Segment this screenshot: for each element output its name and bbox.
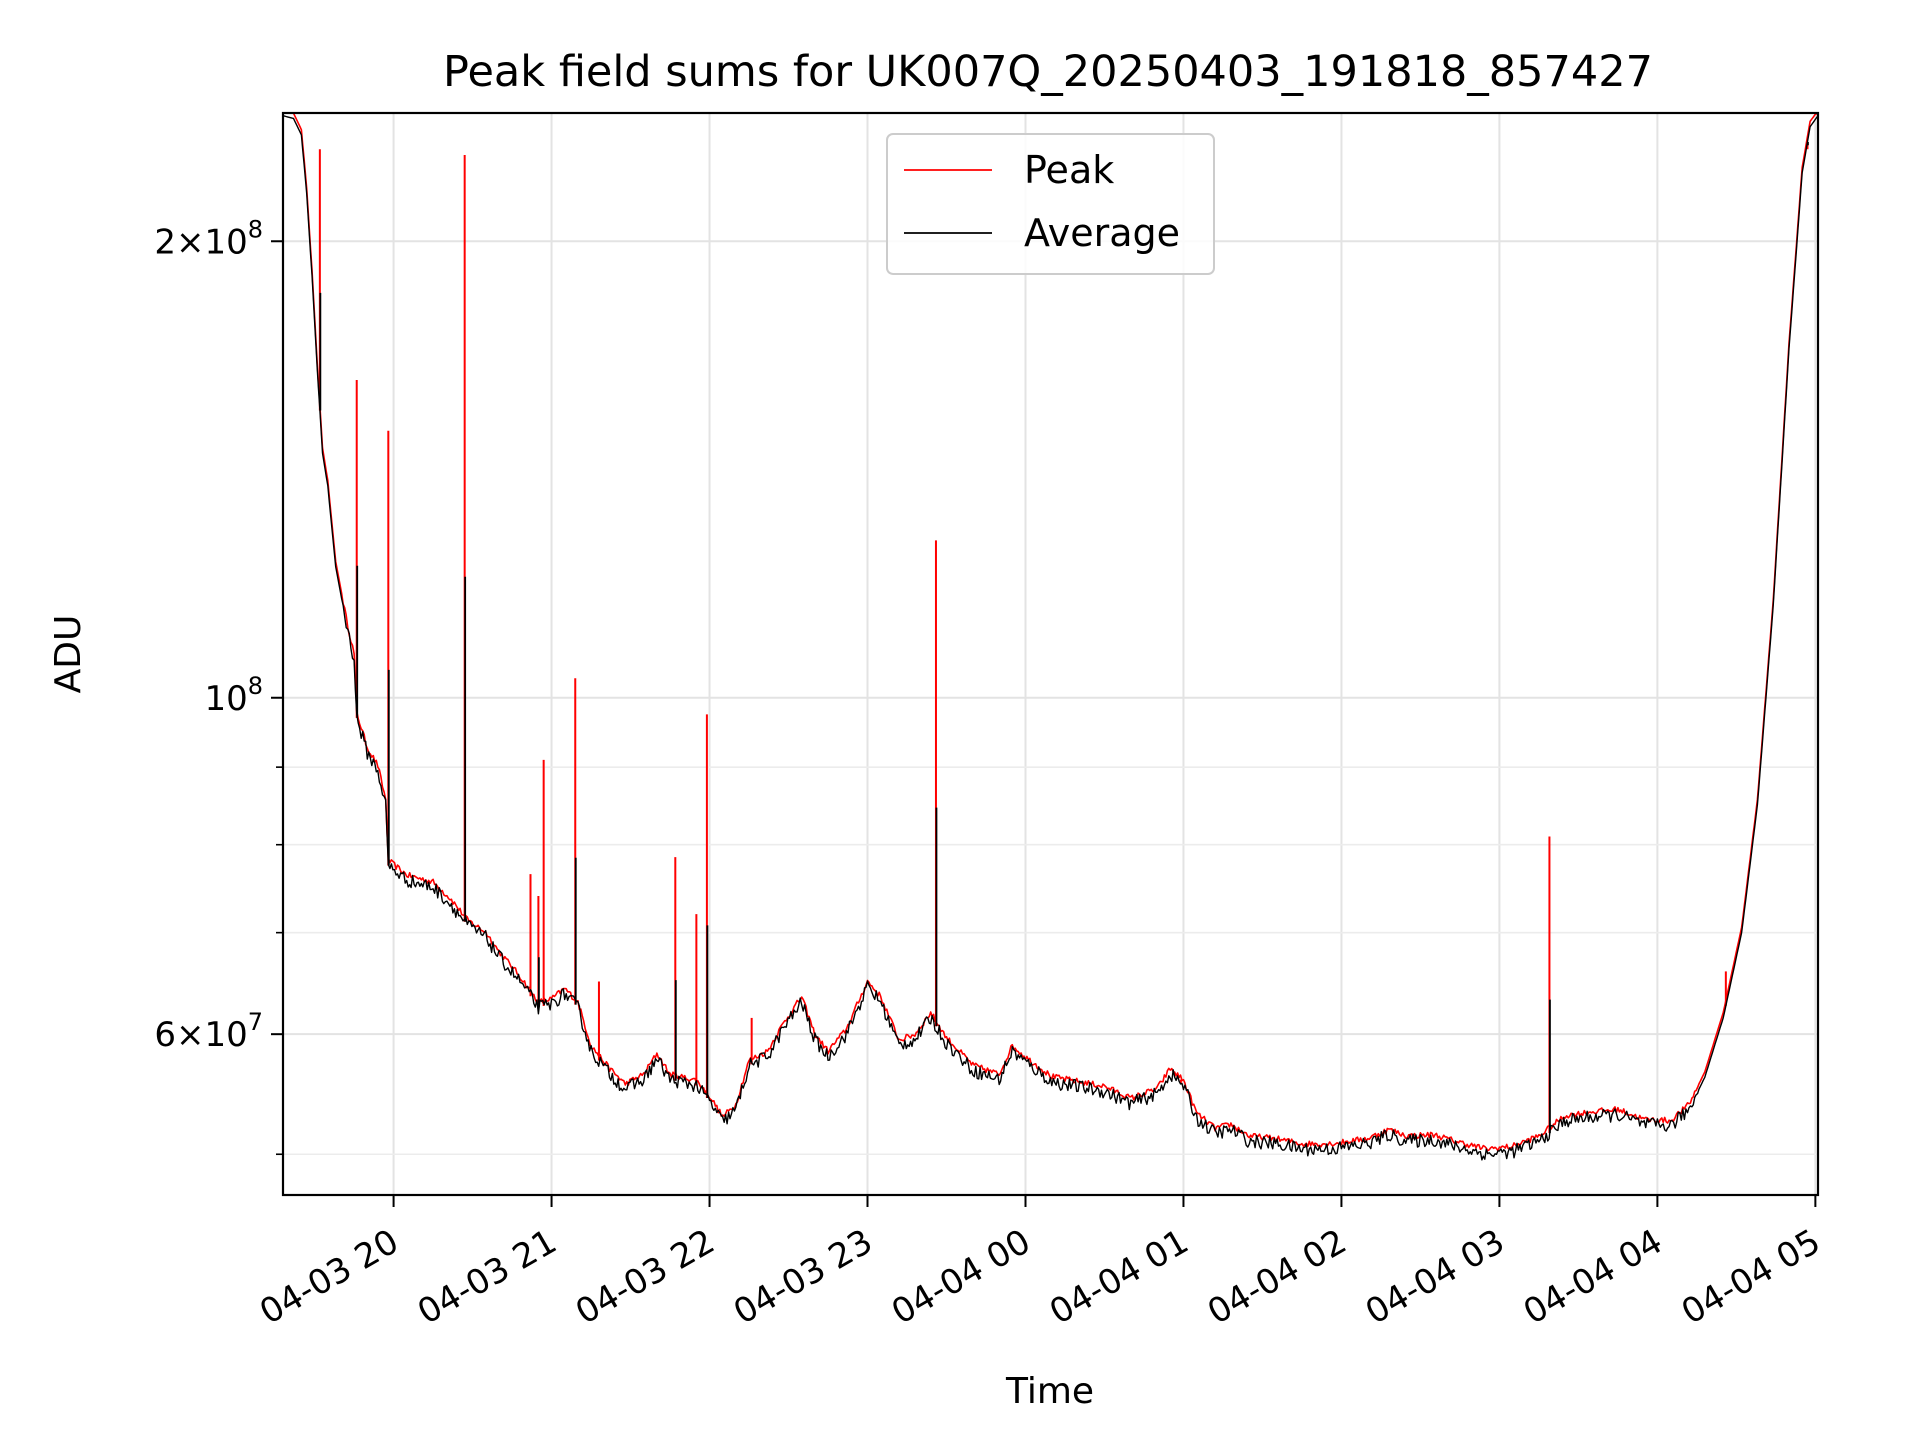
- series-average-line: [282, 115, 1819, 1161]
- y-tick-label: 6×107: [154, 1008, 263, 1055]
- series-layer: [282, 112, 1819, 1161]
- y-tick-label: 2×108: [154, 215, 263, 262]
- y-axis: 6×107 108 2×108: [154, 215, 283, 1156]
- y-axis-label: ADU: [48, 615, 89, 694]
- chart-title: Peak field sums for UK007Q_20250403_1918…: [443, 47, 1653, 97]
- legend-peak-label: Peak: [1024, 148, 1114, 192]
- plot-frame: [281, 111, 1820, 1197]
- legend-average-label: Average: [1024, 211, 1180, 255]
- legend: Peak Average: [886, 133, 1215, 275]
- legend-box: [886, 133, 1215, 275]
- grid: [283, 113, 1818, 1195]
- x-axis-label: Time: [1005, 1371, 1094, 1412]
- y-tick-label: 108: [204, 672, 263, 719]
